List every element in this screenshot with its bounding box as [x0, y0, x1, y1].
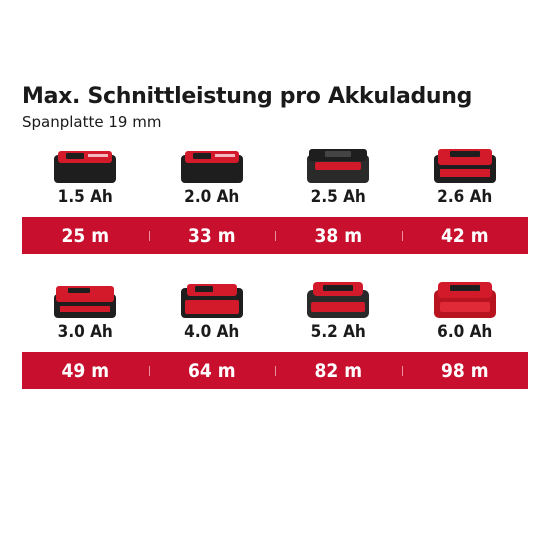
battery-pack-icon: [307, 282, 370, 318]
battery-row-1: 1.5 Ah 2.0 Ah 2.5 Ah: [22, 145, 528, 254]
cut-length-value: 25 m: [61, 224, 110, 247]
battery-row-2: 3.0 Ah 4.0 Ah 5.2 Ah: [22, 280, 528, 389]
battery-pack-icon: [54, 286, 117, 318]
battery-capacity-label: 4.0 Ah: [184, 322, 240, 342]
cut-performance-band: 49 m 64 m 82 m 98 m: [22, 352, 528, 389]
battery-capacity-label: 2.5 Ah: [310, 187, 366, 207]
battery-item: 3.0 Ah: [22, 280, 149, 342]
page-subtitle: Spanplatte 19 mm: [22, 113, 162, 131]
cut-length-value: 38 m: [275, 225, 402, 247]
battery-capacity-label: 5.2 Ah: [310, 322, 366, 342]
battery-item: 2.0 Ah: [149, 145, 276, 207]
battery-pack-icon: [307, 149, 370, 183]
cut-length-value: 49 m: [61, 359, 110, 382]
battery-capacity-label: 1.5 Ah: [57, 187, 113, 207]
battery-item: 4.0 Ah: [149, 280, 276, 342]
battery-item: 6.0 Ah: [402, 280, 529, 342]
battery-pack-icon: [180, 151, 243, 183]
battery-pack-icon: [433, 149, 496, 183]
battery-capacity-label: 3.0 Ah: [57, 322, 113, 342]
cut-length-value: 33 m: [148, 225, 276, 247]
battery-item: 1.5 Ah: [22, 145, 149, 207]
cut-length-value: 42 m: [401, 225, 529, 247]
page-title: Max. Schnittleistung pro Akkuladung: [22, 84, 473, 109]
battery-pack-icon: [180, 284, 243, 318]
battery-item: 2.6 Ah: [402, 145, 529, 207]
battery-capacity-label: 6.0 Ah: [437, 322, 493, 342]
battery-pack-icon: [54, 151, 117, 183]
cut-length-value: 82 m: [275, 360, 402, 382]
cut-performance-band: 25 m 33 m 38 m 42 m: [22, 217, 528, 254]
battery-item: 2.5 Ah: [275, 145, 402, 207]
battery-pack-icon: [433, 282, 496, 318]
battery-item: 5.2 Ah: [275, 280, 402, 342]
cut-length-value: 98 m: [401, 360, 529, 382]
battery-capacity-label: 2.0 Ah: [184, 187, 240, 207]
cut-length-value: 64 m: [148, 360, 276, 382]
battery-capacity-label: 2.6 Ah: [437, 187, 493, 207]
